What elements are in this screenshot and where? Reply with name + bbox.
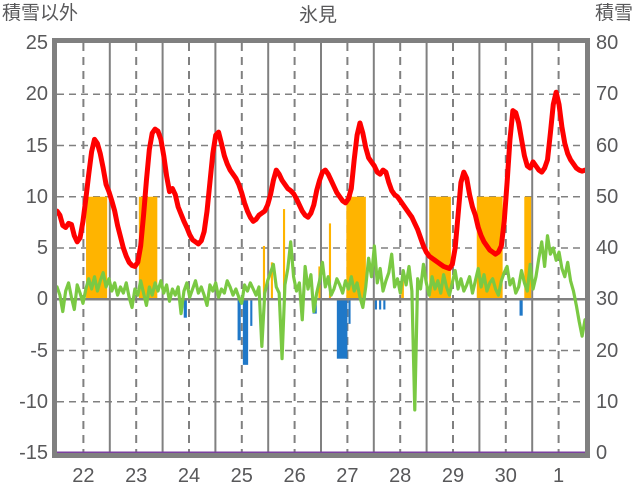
right-tick-70: 70 [596, 83, 619, 106]
right-tick-20: 20 [596, 339, 619, 362]
left-tick-15: 15 [25, 134, 48, 157]
chart-plot-area [52, 38, 590, 458]
x-tick-28: 28 [389, 465, 412, 487]
right-tick-30: 30 [596, 288, 619, 311]
right-tick-40: 40 [596, 237, 619, 259]
x-tick-1: 1 [553, 465, 565, 487]
left-tick-5: 5 [36, 237, 48, 259]
x-tick-23: 23 [125, 465, 148, 487]
left-tick--15: -15 [19, 442, 48, 464]
right-tick-0: 0 [596, 442, 608, 464]
precipitation-bars [183, 299, 523, 365]
left-tick-25: 25 [25, 32, 48, 54]
temperature-line [54, 89, 588, 271]
right-tick-80: 80 [596, 32, 619, 54]
x-tick-26: 26 [283, 465, 306, 487]
x-tick-25: 25 [230, 465, 253, 487]
right-tick-10: 10 [596, 390, 619, 413]
x-tick-22: 22 [72, 465, 95, 487]
grid-lines [57, 43, 585, 453]
wind-speed-line [55, 234, 587, 412]
x-tick-24: 24 [177, 465, 201, 487]
left-tick--10: -10 [19, 390, 48, 413]
x-tick-30: 30 [494, 465, 517, 487]
left-tick--5: -5 [30, 339, 48, 362]
x-tick-29: 29 [441, 465, 465, 487]
left-axis-title: 積雪以外 [2, 3, 79, 24]
right-axis-title: 積雪 [594, 3, 633, 24]
x-tick-27: 27 [336, 465, 359, 487]
chart-title: 氷見 [298, 5, 337, 26]
left-tick-0: 0 [36, 288, 48, 311]
left-tick-10: 10 [25, 185, 48, 208]
right-tick-60: 60 [596, 134, 619, 157]
right-tick-50: 50 [596, 185, 619, 208]
left-tick-20: 20 [25, 83, 48, 106]
